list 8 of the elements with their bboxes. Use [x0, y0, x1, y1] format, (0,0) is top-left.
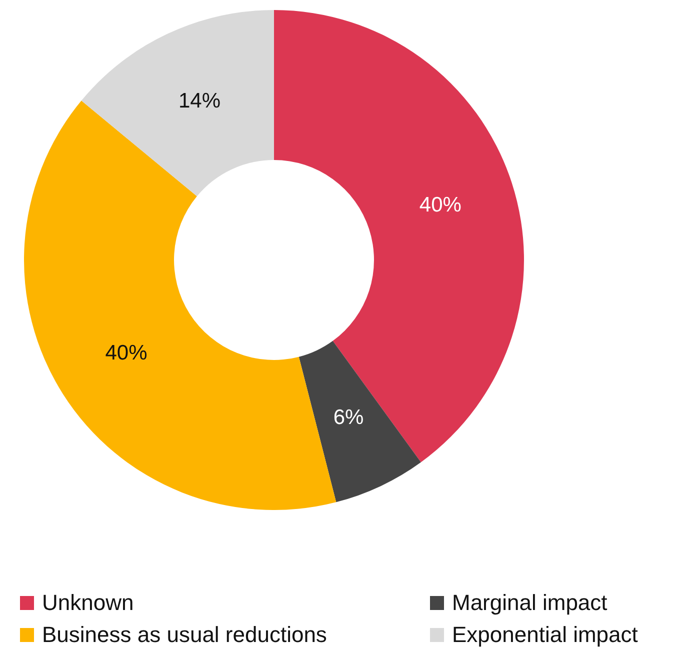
data-label: 40% [419, 194, 462, 217]
legend-label: Exponential impact [452, 622, 638, 648]
data-label: 6% [333, 406, 364, 430]
data-label: 40% [105, 342, 148, 365]
legend-label: Unknown [42, 590, 134, 616]
data-label: 14% [178, 89, 221, 112]
legend-label: Marginal impact [452, 590, 608, 616]
legend-label: Business as usual reductions [42, 622, 327, 648]
